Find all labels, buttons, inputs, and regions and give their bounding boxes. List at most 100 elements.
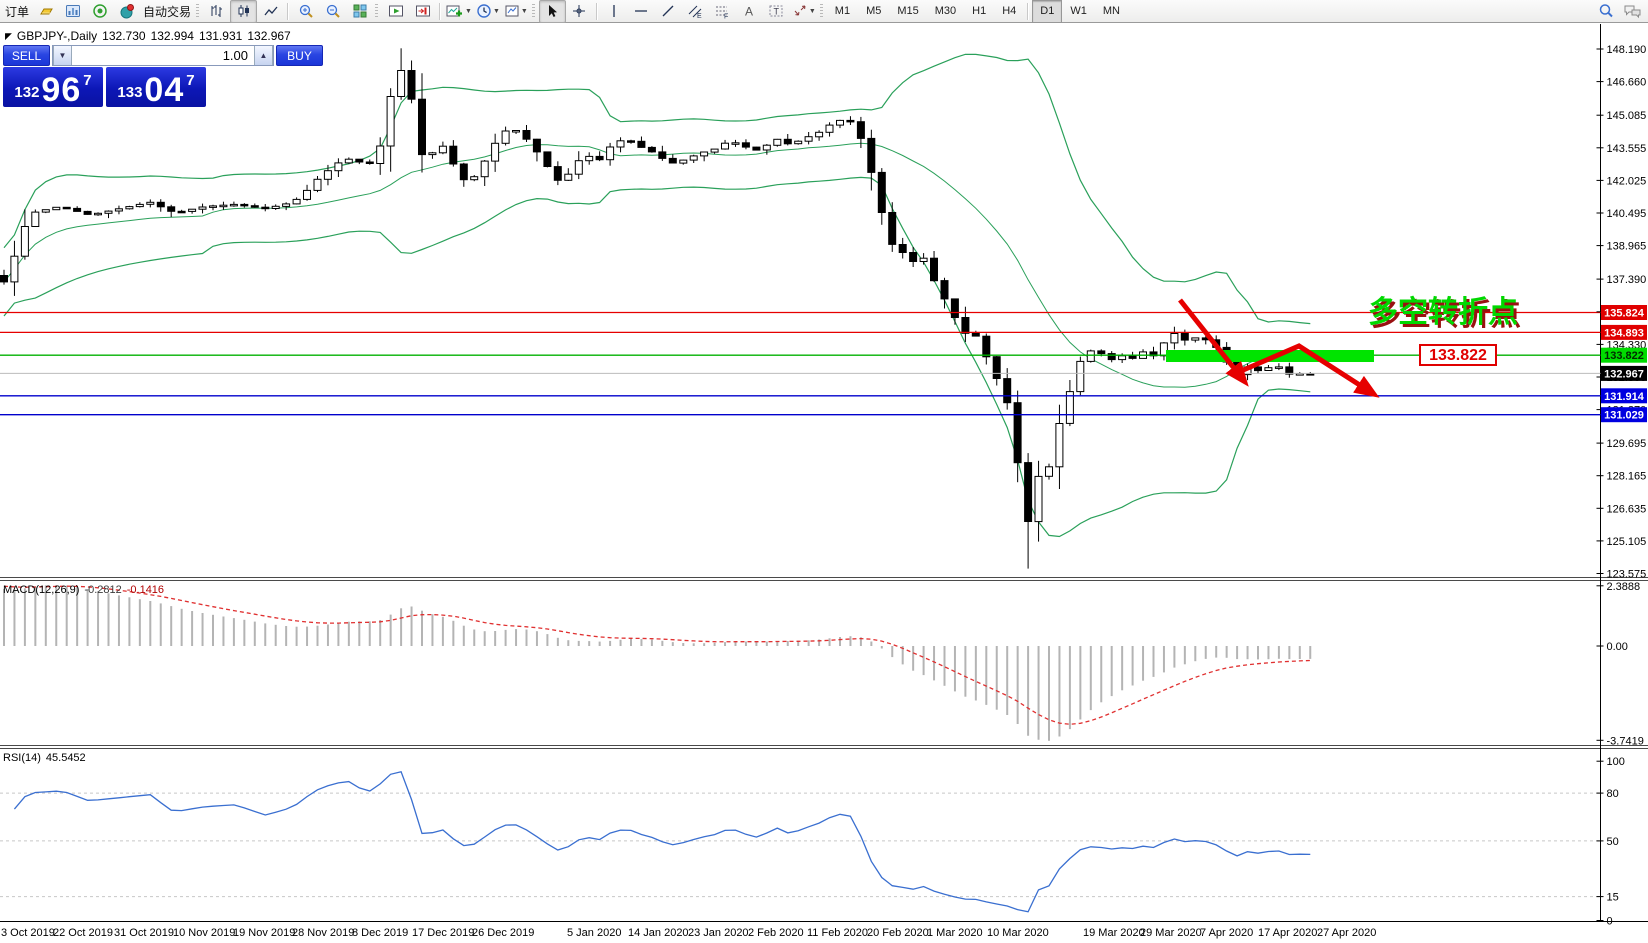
chart-low: 131.931	[198, 29, 243, 43]
autoscroll-icon[interactable]	[382, 0, 409, 23]
macd-signal-line	[3, 585, 1311, 725]
volume-increase-button[interactable]: ▲	[254, 46, 273, 65]
volume-decrease-button[interactable]: ▼	[53, 46, 72, 65]
price-callout-box	[1419, 344, 1497, 366]
svg-text:15: 15	[1607, 892, 1619, 904]
chart-shift-icon[interactable]	[409, 0, 436, 23]
toolbar-separator	[287, 2, 290, 20]
buy-button[interactable]: BUY	[276, 45, 323, 66]
svg-text:146.660: 146.660	[1607, 77, 1647, 89]
buy-price-prefix: 133	[117, 84, 143, 101]
toolbar-drag-handle[interactable]	[531, 3, 535, 19]
x-axis-label: 5 Jan 2020	[567, 927, 621, 939]
x-axis-label: 1 Mar 2020	[927, 927, 983, 939]
svg-text:0: 0	[1607, 916, 1613, 928]
price-level-lines[interactable]	[0, 311, 1601, 416]
rsi-pane: 100 80 50 15 0	[0, 756, 1625, 928]
svg-text:100: 100	[1607, 756, 1625, 768]
svg-text:F: F	[724, 14, 728, 20]
price-callout-text: 133.822	[1429, 347, 1487, 364]
fibonacci-icon[interactable]: F	[709, 0, 736, 23]
x-axis-label: 17 Dec 2019	[412, 927, 474, 939]
sell-button[interactable]: SELL	[3, 45, 50, 66]
macd-main-value: -0.2812	[84, 584, 122, 596]
svg-text:133.822: 133.822	[1604, 350, 1644, 362]
svg-text:138.965: 138.965	[1607, 241, 1647, 253]
autotrade-icon[interactable]	[113, 0, 140, 23]
autotrade-label[interactable]: 自动交易	[143, 4, 192, 19]
macd-signal-value: -0.1416	[126, 584, 165, 596]
turning-point-shadow: 多空转折点	[1371, 299, 1521, 332]
x-axis-label: 28 Nov 2019	[292, 927, 354, 939]
horizontal-line-icon[interactable]	[628, 0, 655, 23]
zoom-out-icon[interactable]	[319, 0, 346, 23]
timeframe-button-W1[interactable]: W1	[1070, 5, 1087, 17]
dropdown-caret-icon: ▼	[465, 7, 472, 15]
svg-text:126.635: 126.635	[1607, 503, 1647, 515]
buy-price-button[interactable]: 133 04 7	[106, 67, 206, 107]
trendline-icon[interactable]	[655, 0, 682, 23]
pane-frames	[0, 24, 1648, 922]
cursor-icon[interactable]	[538, 0, 566, 23]
crosshair-icon[interactable]	[566, 0, 593, 23]
text-icon[interactable]: A	[736, 0, 763, 23]
timeframe-button-M1[interactable]: M1	[834, 5, 851, 17]
toolbar-drag-handle[interactable]	[375, 3, 379, 19]
gold-bar-icon[interactable]	[32, 0, 59, 23]
text-label-icon[interactable]: T	[763, 0, 790, 23]
trend-arrow	[1240, 343, 1380, 398]
svg-text:131.914: 131.914	[1604, 391, 1645, 403]
timeframe-button-M15[interactable]: M15	[897, 5, 919, 17]
vertical-line-icon[interactable]	[601, 0, 628, 23]
order-label[interactable]: 订单	[5, 4, 30, 19]
macd-pane: 2.3888 0.00 -3.7419	[3, 581, 1644, 747]
tile-windows-icon[interactable]	[346, 0, 373, 23]
periods-icon[interactable]: ▼	[474, 0, 502, 23]
equidistant-channel-icon[interactable]: E	[682, 0, 709, 23]
chart-window-icon[interactable]	[59, 0, 86, 23]
timeframe-button-M30[interactable]: M30	[934, 5, 957, 17]
bollinger-bands	[3, 53, 1311, 538]
toolbar-drag-handle[interactable]	[819, 3, 823, 19]
toolbar-drag-handle[interactable]	[196, 3, 200, 19]
signal-icon[interactable]	[86, 0, 113, 23]
volume-input[interactable]	[72, 46, 254, 65]
candles	[0, 48, 1315, 569]
x-axis-label: 22 Oct 2019	[53, 927, 113, 939]
x-axis-label: 20 Feb 2020	[867, 927, 929, 939]
svg-text:80: 80	[1607, 788, 1619, 800]
templates-icon[interactable]: ▼	[502, 0, 530, 23]
x-axis-label: 19 Mar 2020	[1083, 927, 1145, 939]
buy-price-sup: 7	[186, 72, 195, 89]
svg-text:128.165: 128.165	[1607, 471, 1647, 483]
timeframe-button-H4[interactable]: H4	[1002, 5, 1017, 17]
timeframe-button-M5[interactable]: M5	[866, 5, 882, 17]
bar-chart-icon[interactable]	[203, 0, 230, 23]
x-axis-label: 17 Apr 2020	[1258, 927, 1317, 939]
sell-price-sup: 7	[83, 72, 92, 89]
chart-title-bar: ◤ GBPJPY-,Daily 132.730 132.994 131.931 …	[5, 29, 291, 43]
svg-text:2.3888: 2.3888	[1607, 581, 1641, 593]
line-chart-icon[interactable]	[257, 0, 284, 23]
add-indicator-icon[interactable]: ▼	[444, 0, 474, 23]
svg-text:132.967: 132.967	[1604, 368, 1644, 380]
zoom-in-icon[interactable]	[292, 0, 319, 23]
timeframe-button-D1[interactable]: D1	[1032, 0, 1063, 23]
timeframe-button-H1[interactable]: H1	[972, 5, 987, 17]
chart-symbol-period: GBPJPY-,Daily	[16, 29, 98, 43]
x-axis-label: 31 Oct 2019	[114, 927, 174, 939]
dropdown-caret-icon: ▼	[520, 7, 528, 15]
timeframe-button-MN[interactable]: MN	[1102, 5, 1120, 17]
search-icon[interactable]	[1592, 0, 1619, 23]
sell-price-button[interactable]: 132 96 7	[3, 67, 103, 107]
x-axis-label: 2 Feb 2020	[748, 927, 804, 939]
chat-icon[interactable]	[1619, 0, 1646, 23]
arrows-icon[interactable]: ▼	[790, 0, 818, 23]
rsi-pane-label: RSI(14) 45.5452	[3, 752, 86, 764]
candlestick-chart-icon[interactable]	[230, 0, 258, 23]
x-axis-label: 3 Oct 2019	[1, 927, 55, 939]
